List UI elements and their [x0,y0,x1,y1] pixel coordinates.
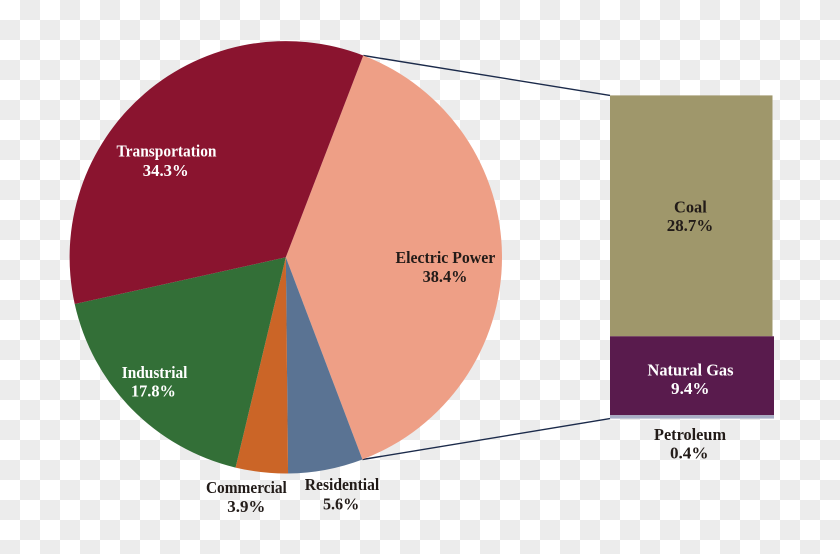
svg-text:Industrial: Industrial [122,363,188,382]
svg-text:5.6%: 5.6% [323,495,359,514]
svg-text:38.4%: 38.4% [423,267,468,286]
svg-text:Residential: Residential [305,475,380,494]
svg-text:17.8%: 17.8% [131,382,176,401]
svg-text:Natural Gas: Natural Gas [648,361,734,380]
svg-text:Commercial: Commercial [206,478,287,497]
svg-text:3.9%: 3.9% [227,497,265,516]
svg-text:Electric Power: Electric Power [396,248,496,267]
svg-text:Coal: Coal [674,198,707,217]
svg-text:9.4%: 9.4% [671,379,710,398]
svg-text:Petroleum: Petroleum [654,425,727,444]
svg-text:Transportation: Transportation [117,142,217,161]
svg-text:0.4%: 0.4% [670,444,709,463]
svg-text:34.3%: 34.3% [143,161,189,180]
svg-text:28.7%: 28.7% [667,216,714,235]
